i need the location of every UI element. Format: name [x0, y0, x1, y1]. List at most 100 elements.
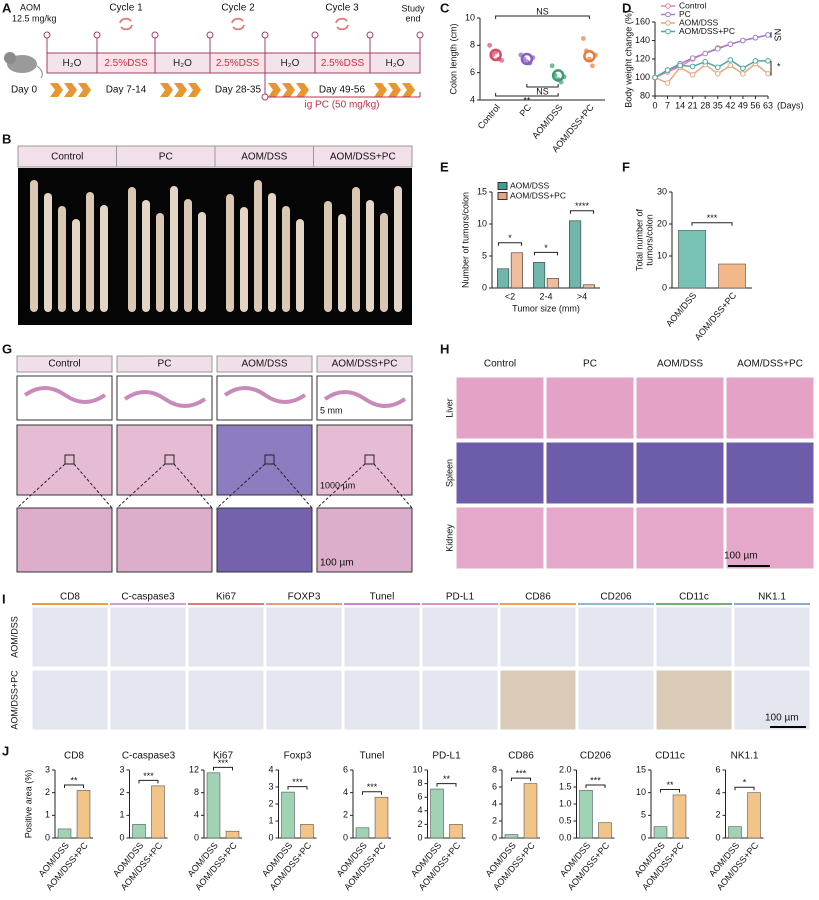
tissue-strip [23, 386, 107, 404]
colon [156, 213, 164, 312]
sig-label: NS [536, 86, 549, 96]
series-marker [740, 65, 746, 72]
column-label: AOM/DSS [241, 152, 287, 163]
sig-bracket [511, 777, 531, 782]
colon [86, 192, 94, 312]
ihc-image [499, 669, 577, 731]
panel-label: A [2, 0, 12, 15]
sig-label: ** [523, 95, 531, 105]
y-tick-label: 2 [45, 787, 50, 797]
chart-title: CD86 [508, 751, 534, 762]
chart-title: CD206 [580, 751, 612, 762]
column-label: AOM/DSS [657, 359, 703, 370]
chart-title: Tunel [360, 751, 385, 762]
tissue-strip [323, 390, 407, 408]
bar [504, 834, 519, 839]
bar [497, 268, 510, 289]
he-image [545, 441, 635, 505]
legend-label: Control [679, 0, 707, 10]
chart-title: C-caspase3 [122, 751, 176, 762]
ihc-image [577, 669, 655, 731]
y-tick-label: 80 [640, 90, 650, 100]
series-marker [689, 55, 696, 61]
sig-bracket [734, 786, 755, 791]
y-tick-label: 1 [45, 810, 50, 820]
chart-title: Ki67 [213, 751, 233, 762]
column-label: AOM/DSS+PC [330, 152, 396, 163]
column-label: Tunel [370, 592, 395, 603]
y-tick-label: 0.0 [559, 832, 572, 842]
series-marker [727, 41, 734, 48]
data-point [549, 63, 555, 69]
sig-bracket [526, 84, 559, 88]
pin [416, 31, 424, 39]
zoom-box [64, 454, 75, 465]
pin [311, 31, 319, 39]
segment-label: H₂O [173, 58, 192, 69]
y-tick-label: 140 [635, 35, 650, 45]
sig-label: * [743, 778, 747, 788]
row-label: Liver [444, 398, 454, 418]
y-tick-label: 2 [119, 787, 124, 797]
y-tick-label: 15 [636, 764, 646, 774]
series-marker [752, 34, 759, 41]
ihc-image [421, 669, 499, 731]
y-tick-label: 8 [470, 40, 475, 50]
he-zoom [16, 507, 113, 573]
segment-label: 2.5%DSS [321, 58, 365, 69]
y-tick-label: 0.5 [559, 815, 572, 825]
mean-marker [551, 69, 565, 82]
ihc-image [343, 669, 421, 731]
column-label: PC [158, 359, 172, 370]
y-tick-label: 0 [662, 282, 667, 292]
sig-bracket [533, 251, 559, 256]
bar [598, 822, 612, 839]
colon [30, 180, 38, 312]
bar [430, 788, 444, 839]
column-label: PC [583, 359, 597, 370]
pin [151, 31, 159, 39]
data-point [499, 57, 505, 63]
sig-bracket [497, 242, 523, 246]
y-tick-label: 2 [343, 810, 348, 820]
ihc-image [499, 606, 577, 668]
bar [281, 791, 295, 839]
sig-label: **** [575, 201, 590, 211]
series-marker [752, 58, 759, 64]
x-tick-label: 35 [713, 100, 723, 110]
zoom-line [216, 463, 266, 509]
column-label: NK1.1 [758, 592, 786, 603]
ihc-image [655, 669, 733, 731]
colon [44, 193, 52, 312]
column-label: Ki67 [216, 592, 236, 603]
chevron [188, 83, 201, 97]
x-tick-label: Control [476, 102, 502, 131]
cycle-label: Cycle 2 [221, 3, 255, 14]
series-marker [664, 67, 671, 73]
pin [206, 31, 214, 39]
bar [132, 824, 146, 839]
mouse-head [4, 52, 16, 64]
timeline-segment [369, 52, 421, 74]
x-axis-label: (Days) [777, 100, 804, 110]
sig-label: *** [590, 775, 601, 785]
sig-bracket [585, 784, 606, 788]
legend-swatch [497, 182, 508, 190]
panel-label: E [440, 159, 449, 174]
sig-bracket [495, 93, 559, 97]
panel-label: D [622, 0, 631, 15]
sig-label: NS [536, 6, 549, 16]
panel-label: G [2, 341, 12, 356]
y-tick-label: 8 [417, 778, 422, 788]
bar [374, 796, 389, 839]
panel-label: C [440, 0, 450, 15]
colon [142, 200, 150, 312]
x-tick-label: 28 [700, 100, 710, 110]
column-label: CD206 [600, 592, 632, 603]
ihc-image [187, 669, 265, 731]
y-tick-label: 0 [194, 832, 199, 842]
series-marker [677, 62, 683, 69]
study-end: Study [401, 3, 425, 13]
segment-label: H₂O [281, 58, 300, 69]
sig-label: * [777, 62, 781, 72]
